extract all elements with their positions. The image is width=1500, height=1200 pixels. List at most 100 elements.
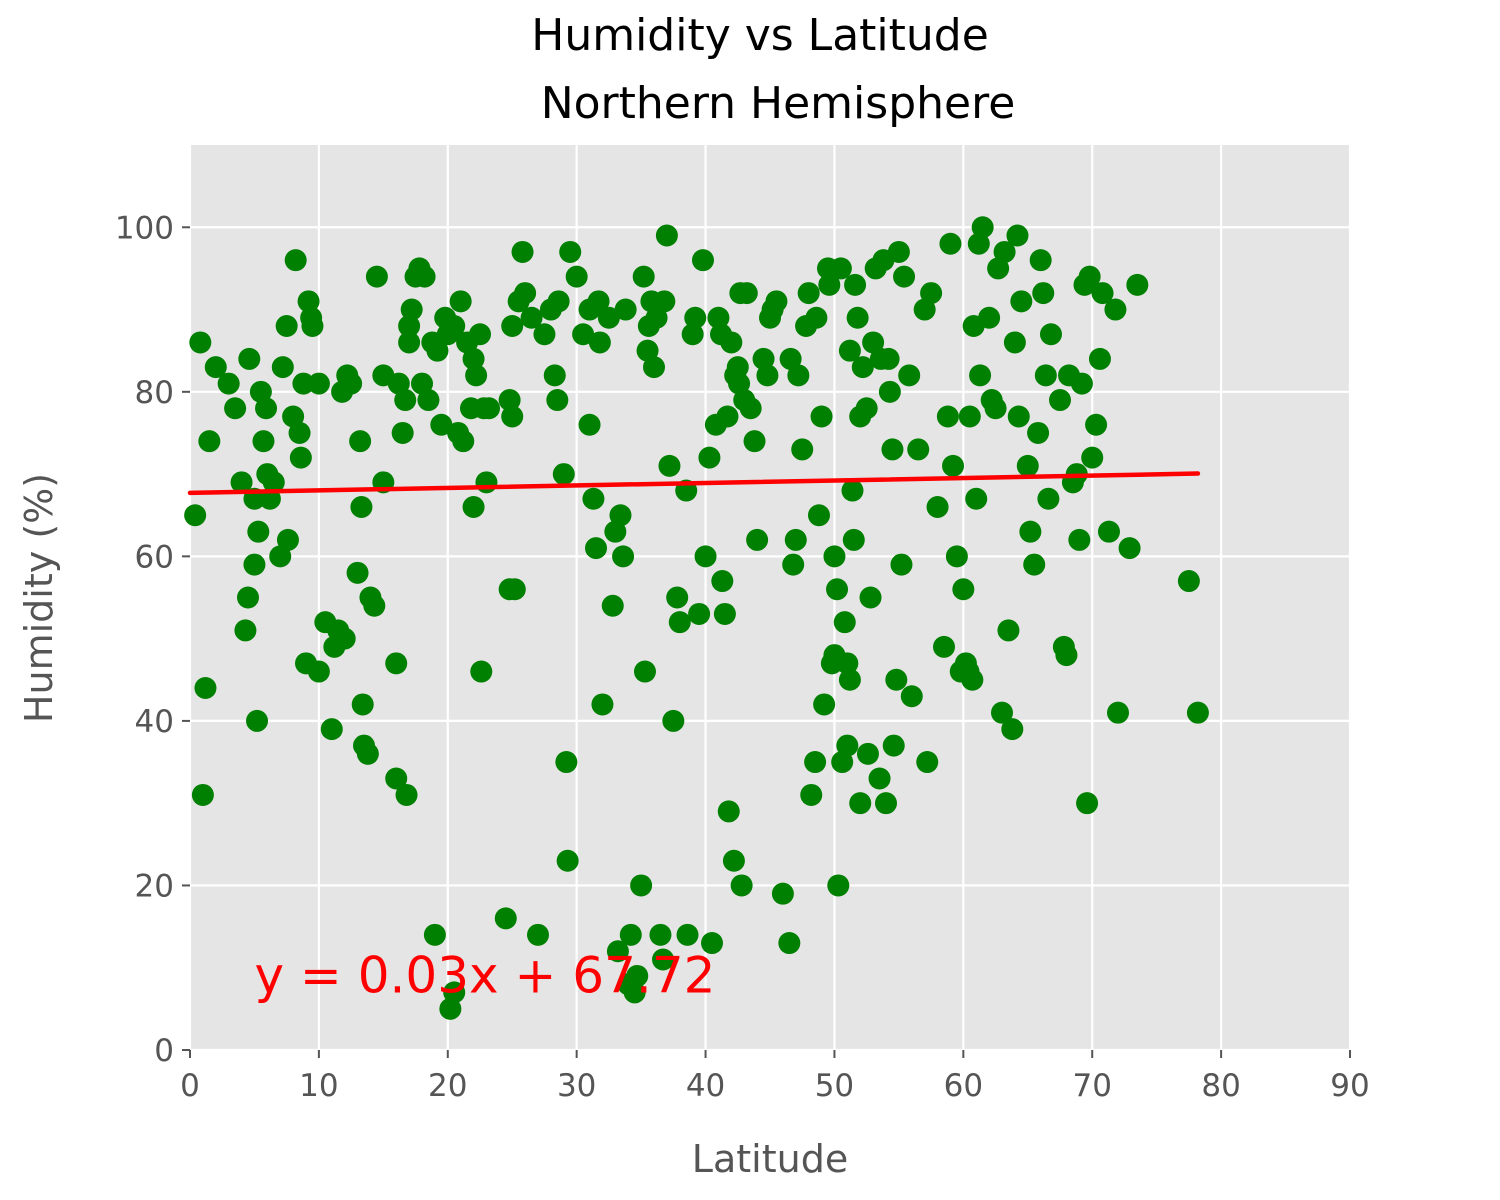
data-point [681,323,704,346]
y-tick-label: 20 [135,868,174,904]
data-point [722,849,745,872]
data-point [612,545,635,568]
data-point [800,783,823,806]
data-point [609,504,632,527]
data-point [591,693,614,716]
data-point [1032,282,1055,305]
regression-line [187,471,1201,496]
x-tick-label: 10 [299,1068,338,1104]
data-point [720,331,743,354]
data-point [916,751,939,774]
data-point [997,619,1020,642]
data-point [694,545,717,568]
data-point [993,240,1016,263]
data-point [1010,290,1033,313]
data-point [633,660,656,683]
data-point [743,430,766,453]
data-point [301,315,324,337]
data-point [462,496,485,518]
data-point [565,265,588,288]
data-point [859,586,882,609]
data-point [1097,520,1120,543]
data-point [623,981,646,1004]
data-point [739,397,762,420]
data-point [653,290,676,313]
y-tick-label: 60 [135,539,174,575]
data-point [898,364,921,387]
data-point [1039,323,1062,346]
data-point [385,767,408,790]
data-point [1104,298,1127,321]
data-point [465,364,488,387]
data-point [652,948,675,971]
x-tick-label: 20 [428,1068,467,1104]
data-point [658,454,681,477]
data-point [707,306,730,329]
data-point [771,882,794,905]
data-point [423,923,446,946]
data-point [520,306,543,329]
x-tick-label: 0 [180,1068,200,1104]
data-point [237,586,259,609]
data-point [224,397,247,420]
data-point [1034,364,1057,387]
data-point [398,331,421,354]
data-point [698,446,721,469]
data-point [349,430,372,453]
data-point [952,578,975,601]
data-point [978,306,1001,329]
data-point [841,479,864,502]
data-point [395,783,418,806]
data-point [555,751,578,774]
data-point [810,405,833,428]
data-point [413,265,436,288]
data-point [462,347,485,370]
data-point [230,471,253,494]
data-point [1023,553,1046,576]
data-point [503,578,526,601]
data-point [449,290,472,313]
data-point [961,668,984,691]
data-point [614,298,637,321]
data-point [269,545,292,568]
data-point [882,734,905,757]
data-point [784,528,807,551]
data-point [684,306,707,329]
data-point [942,454,965,477]
data-point [426,339,449,362]
data-point [1027,421,1050,444]
data-point [1088,347,1111,370]
data-point [533,323,556,346]
data-point [920,282,943,305]
data-point [711,570,734,593]
data-point [829,257,852,280]
data-point [877,347,900,370]
data-point [204,356,227,379]
data-point [619,923,642,946]
data-point [969,364,992,387]
data-point [1107,701,1129,724]
data-point [1186,701,1209,724]
data-point [787,364,810,387]
data-point [478,397,501,420]
data-point [252,430,275,453]
regression-line-group [187,471,1201,496]
y-tick-label: 40 [135,704,174,740]
regression-equation: y = 0.03x + 67.72 [254,946,715,1004]
x-tick-label: 60 [944,1068,983,1104]
data-point [1003,331,1026,354]
data-point [655,224,678,247]
data-point [691,249,714,272]
data-point [1068,528,1091,551]
data-point [430,413,453,436]
data-point [856,742,879,765]
data-point [588,331,611,354]
data-point [443,315,466,337]
data-point [971,216,994,239]
data-point [606,940,629,963]
data-point [984,397,1007,420]
data-point [713,602,736,625]
data-point [838,668,861,691]
data-point [1081,446,1104,469]
data-point [881,438,904,461]
